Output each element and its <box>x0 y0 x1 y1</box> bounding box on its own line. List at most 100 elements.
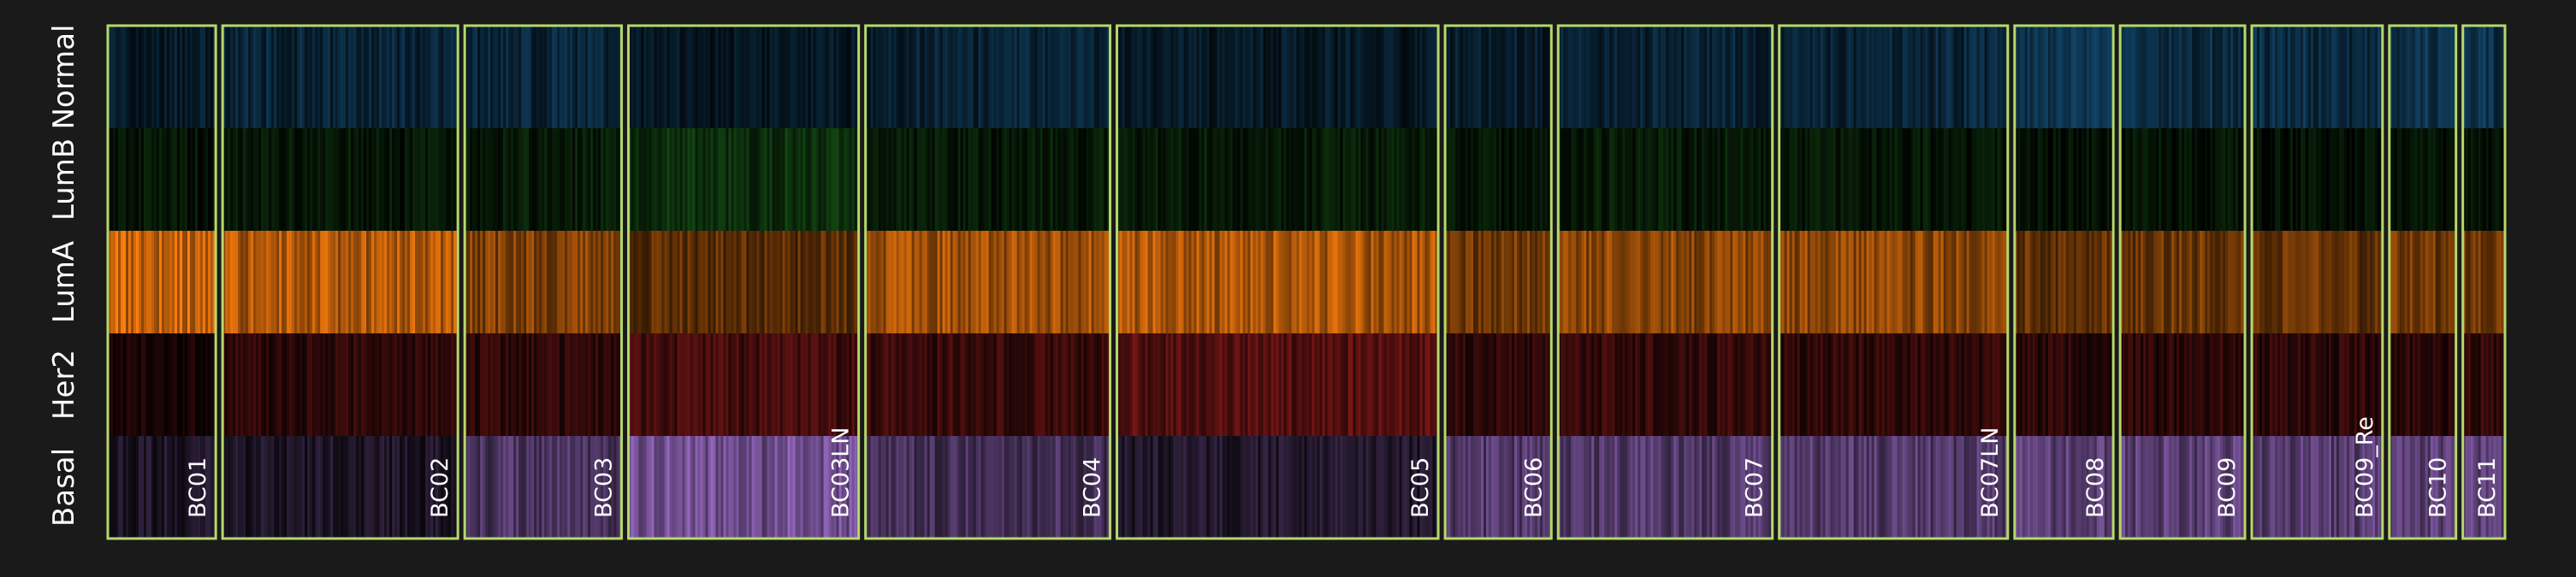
sample-label-BC06: BC06 <box>1520 457 1547 518</box>
cell-BC03LN-LumA <box>628 231 859 333</box>
sample-label-BC07LN: BC07LN <box>1977 427 2004 519</box>
cell-BC01-LumA <box>108 231 216 333</box>
sample-border-BC08 <box>2013 24 2115 540</box>
cell-BC02-Basal <box>222 436 459 539</box>
cell-BC08-Her2 <box>2014 333 2114 436</box>
cell-BC06-LumA <box>1445 231 1552 333</box>
cell-BC06-Basal <box>1445 436 1552 539</box>
cell-BC09-Basal <box>2120 436 2246 539</box>
cell-BC11-LumB <box>2462 128 2505 231</box>
cell-BC04-Her2 <box>865 333 1110 436</box>
cell-BC11-Her2 <box>2462 333 2505 436</box>
sample-label-BC07: BC07 <box>1742 457 1768 518</box>
cell-BC07LN-LumB <box>1779 128 2008 231</box>
cell-BC10-LumA <box>2389 231 2456 333</box>
cell-BC07LN-LumA <box>1779 231 2008 333</box>
cell-BC09_Re-Basal <box>2252 436 2383 539</box>
cell-BC05-LumA <box>1116 231 1439 333</box>
cell-BC03-LumB <box>465 128 622 231</box>
cell-BC09_Re-Her2 <box>2252 333 2383 436</box>
cell-BC09_Re-LumA <box>2252 231 2383 333</box>
sample-label-BC04: BC04 <box>1080 457 1106 518</box>
cell-BC08-Normal <box>2014 26 2114 128</box>
row-label-her2: Her2 <box>47 350 81 420</box>
sample-labels: BC01 BC02 BC03 BC03LN BC04 BC05 BC06 BC07 BC07LN… <box>185 416 2501 518</box>
sample-border-BC07 <box>1556 24 1774 540</box>
cell-BC07LN-Her2 <box>1779 333 2008 436</box>
cell-BC09_Re-Normal <box>2252 26 2383 128</box>
cell-BC10-Basal <box>2389 436 2456 539</box>
cell-BC05-Normal <box>1116 26 1439 128</box>
sample-label-BC08: BC08 <box>2082 457 2109 518</box>
cell-BC07-Basal <box>1558 436 1773 539</box>
cell-BC05-Her2 <box>1116 333 1439 436</box>
sample-border-BC09 <box>2118 24 2247 540</box>
sample-border-BC07LN <box>1778 24 2010 540</box>
cell-BC08-LumB <box>2014 128 2114 231</box>
sample-border-BC03LN <box>627 24 861 540</box>
cell-BC03-LumA <box>465 231 622 333</box>
sample-label-BC10: BC10 <box>2425 457 2452 518</box>
cell-BC03LN-Basal <box>628 436 859 539</box>
sample-label-BC01: BC01 <box>185 457 211 518</box>
cell-BC01-LumB <box>108 128 216 231</box>
cell-BC11-Basal <box>2462 436 2505 539</box>
cell-BC08-Basal <box>2014 436 2114 539</box>
cell-BC06-Normal <box>1445 26 1552 128</box>
sample-label-BC03: BC03 <box>591 457 618 518</box>
cell-BC07-Her2 <box>1558 333 1773 436</box>
cell-BC11-Normal <box>2462 26 2505 128</box>
sample-border-BC05 <box>1116 24 1440 540</box>
cell-BC06-Her2 <box>1445 333 1552 436</box>
sample-label-BC03LN: BC03LN <box>828 427 855 518</box>
row-label-luma: LumA <box>47 241 81 323</box>
cell-BC10-Normal <box>2389 26 2456 128</box>
cell-BC10-Her2 <box>2389 333 2456 436</box>
sample-border-BC01 <box>106 24 217 540</box>
cell-BC03LN-Normal <box>628 26 859 128</box>
cell-BC01-Her2 <box>108 333 216 436</box>
cell-BC07-Normal <box>1558 26 1773 128</box>
sample-label-BC02: BC02 <box>427 457 453 518</box>
cell-BC03-Her2 <box>465 333 622 436</box>
sample-border-BC11 <box>2461 24 2507 540</box>
cell-BC09-LumB <box>2120 128 2246 231</box>
cell-BC01-Normal <box>108 26 216 128</box>
cell-BC03LN-Her2 <box>628 333 859 436</box>
cell-BC04-LumA <box>865 231 1110 333</box>
cell-BC05-Basal <box>1116 436 1439 539</box>
cell-BC09-LumA <box>2120 231 2246 333</box>
cell-BC11-LumA <box>2462 231 2505 333</box>
row-label-normal: Normal <box>47 24 81 129</box>
cell-BC09-Normal <box>2120 26 2246 128</box>
cell-BC07LN-Normal <box>1779 26 2008 128</box>
sample-label-BC09: BC09 <box>2214 457 2241 518</box>
cell-BC02-LumA <box>222 231 459 333</box>
sample-border-BC03 <box>463 24 624 540</box>
sample-label-BC09_Re: BC09_Re <box>2352 416 2378 518</box>
cell-BC09-Her2 <box>2120 333 2246 436</box>
sample-label-BC11: BC11 <box>2474 457 2501 518</box>
row-label-basal: Basal <box>47 448 81 527</box>
cell-BC06-LumB <box>1445 128 1552 231</box>
sample-border-BC02 <box>221 24 459 540</box>
cell-BC07LN-Basal <box>1779 436 2008 539</box>
row-labels: Normal LumB LumA Her2 Basal <box>47 24 81 527</box>
cell-BC02-LumB <box>222 128 459 231</box>
cell-BC04-LumB <box>865 128 1110 231</box>
cell-BC03-Basal <box>465 436 622 539</box>
cell-BC04-Normal <box>865 26 1110 128</box>
cell-BC08-LumA <box>2014 231 2114 333</box>
cell-BC07-LumB <box>1558 128 1773 231</box>
cell-BC02-Normal <box>222 26 459 128</box>
cell-BC09_Re-LumB <box>2252 128 2383 231</box>
sample-border-BC09_Re <box>2250 24 2384 540</box>
cell-BC02-Her2 <box>222 333 459 436</box>
cell-BC01-Basal <box>108 436 216 539</box>
sample-border-BC06 <box>1443 24 1553 540</box>
cell-BC03LN-LumB <box>628 128 859 231</box>
cell-BC04-Basal <box>865 436 1110 539</box>
cell-BC05-LumB <box>1116 128 1439 231</box>
sample-borders <box>106 24 2507 540</box>
